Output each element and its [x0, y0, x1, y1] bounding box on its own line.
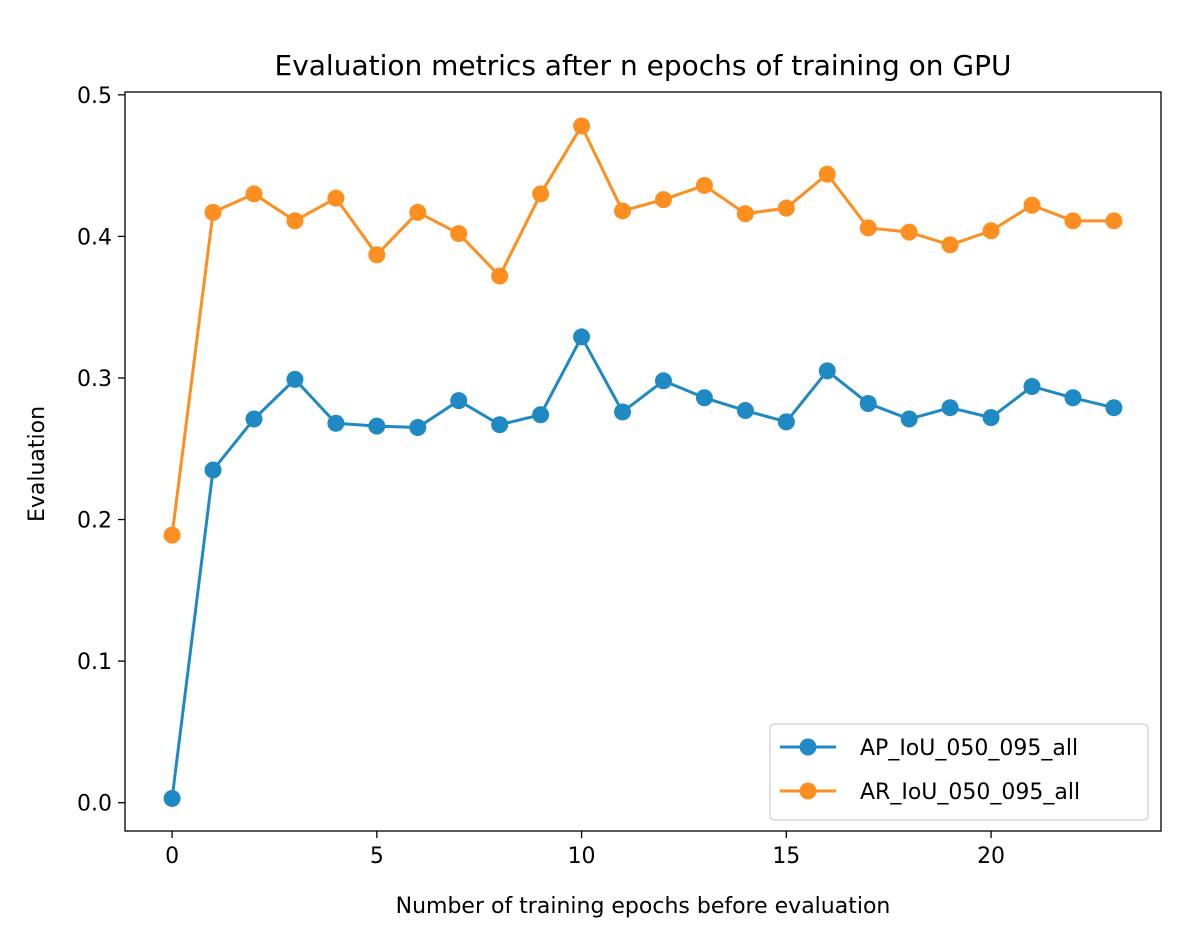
data-point — [450, 225, 468, 243]
data-point — [573, 328, 591, 346]
data-point — [491, 267, 509, 285]
data-point — [736, 402, 754, 420]
data-point — [327, 414, 345, 432]
data-point — [695, 389, 713, 407]
data-point — [695, 176, 713, 194]
data-point — [654, 191, 672, 209]
data-point — [614, 202, 632, 220]
series-AP_IoU_050_095_all — [163, 328, 1123, 807]
data-point — [654, 372, 672, 390]
x-axis-ticks: 0 5 10 15 20 — [165, 831, 1005, 869]
data-point — [614, 403, 632, 421]
x-axis-label: Number of training epochs before evaluat… — [396, 894, 891, 919]
data-point — [818, 362, 836, 380]
legend: AP_IoU_050_095_all AR_IoU_050_095_all — [769, 723, 1149, 821]
data-point — [1105, 399, 1123, 417]
data-point — [1023, 196, 1041, 214]
data-point — [368, 246, 386, 264]
x-tick-label: 20 — [977, 844, 1005, 869]
data-point — [818, 165, 836, 183]
data-point — [941, 399, 959, 417]
data-point — [859, 219, 877, 237]
legend-marker-ap — [799, 738, 817, 756]
chart-title: Evaluation metrics after n epochs of tra… — [275, 49, 1012, 82]
data-point — [941, 236, 959, 254]
y-tick-label: 0.4 — [77, 225, 112, 250]
series-layer — [163, 117, 1123, 807]
data-point — [900, 223, 918, 241]
data-point — [736, 205, 754, 223]
data-point — [204, 203, 222, 221]
y-tick-label: 0.5 — [77, 84, 112, 109]
data-point — [573, 117, 591, 135]
x-tick-label: 5 — [370, 844, 384, 869]
data-point — [450, 392, 468, 410]
legend-box — [769, 723, 1149, 821]
data-point — [163, 526, 181, 544]
data-point — [327, 189, 345, 207]
data-point — [245, 185, 263, 203]
legend-label-ap: AP_IoU_050_095_all — [860, 736, 1078, 761]
y-axis-label: Evaluation — [25, 406, 50, 522]
plot-frame — [124, 91, 1162, 832]
data-point — [409, 203, 427, 221]
data-point — [1105, 212, 1123, 230]
data-point — [491, 416, 509, 434]
data-point — [777, 413, 795, 431]
x-tick-label: 10 — [568, 844, 596, 869]
y-axis-ticks: 0.0 0.1 0.2 0.3 0.4 0.5 — [77, 84, 125, 817]
series-AR_IoU_050_095_all — [163, 117, 1123, 544]
data-point — [532, 185, 550, 203]
data-point — [204, 461, 222, 479]
data-point — [982, 409, 1000, 427]
data-point — [245, 410, 263, 428]
data-point — [777, 199, 795, 217]
y-tick-label: 0.1 — [77, 650, 112, 675]
legend-label-ar: AR_IoU_050_095_all — [860, 780, 1080, 805]
data-point — [532, 406, 550, 424]
data-point — [286, 370, 304, 388]
data-point — [1064, 212, 1082, 230]
data-point — [900, 410, 918, 428]
y-tick-label: 0.2 — [77, 509, 112, 534]
data-point — [409, 419, 427, 437]
x-tick-label: 15 — [772, 844, 800, 869]
data-point — [163, 789, 181, 807]
data-point — [286, 212, 304, 230]
legend-marker-ar — [799, 782, 817, 800]
x-tick-label: 0 — [165, 844, 179, 869]
y-tick-label: 0.3 — [77, 367, 112, 392]
data-point — [859, 394, 877, 412]
data-point — [1064, 389, 1082, 407]
data-point — [982, 222, 1000, 240]
y-tick-label: 0.0 — [77, 792, 112, 817]
data-point — [368, 417, 386, 435]
data-point — [1023, 377, 1041, 395]
